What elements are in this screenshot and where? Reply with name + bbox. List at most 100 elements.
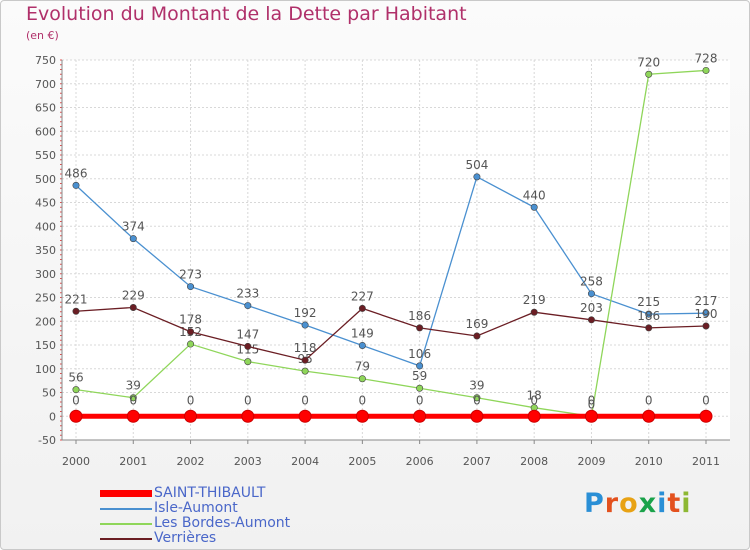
data-point — [358, 375, 366, 383]
legend-swatch — [100, 538, 152, 540]
data-point — [187, 283, 195, 291]
data-label: 258 — [580, 275, 603, 289]
data-label: 486 — [65, 166, 88, 180]
data-point — [416, 362, 424, 370]
data-point — [530, 203, 538, 211]
x-tick-label: 2003 — [234, 455, 262, 468]
data-point — [69, 409, 83, 423]
x-tick-label: 2006 — [406, 455, 434, 468]
legend-label: Verrières — [154, 530, 217, 546]
data-label: 217 — [695, 294, 718, 308]
legend-swatch — [100, 490, 152, 497]
data-label: 0 — [301, 393, 309, 407]
data-point — [301, 321, 309, 329]
data-point — [702, 309, 710, 317]
data-point — [126, 409, 140, 423]
data-label: 0 — [702, 393, 710, 407]
data-point — [184, 409, 198, 423]
data-label: 720 — [637, 55, 660, 69]
legend-label: SAINT-THIBAULT — [154, 485, 266, 501]
data-label: 186 — [637, 309, 660, 323]
y-tick-label: 150 — [35, 339, 56, 352]
data-label: 219 — [523, 293, 546, 307]
x-tick-label: 2011 — [692, 455, 720, 468]
data-label: 0 — [645, 393, 653, 407]
y-tick-label: 100 — [35, 363, 56, 376]
logo-letter: r — [604, 488, 620, 519]
legend-label: Les Bordes-Aumont — [154, 515, 291, 531]
data-point — [645, 324, 653, 332]
series-line-les-bordes-aumont — [75, 69, 707, 417]
data-point — [587, 290, 595, 298]
data-label: 147 — [236, 327, 259, 341]
y-tick-label: 700 — [35, 78, 56, 91]
data-label: 59 — [412, 369, 427, 383]
data-point — [470, 409, 484, 423]
data-label: 0 — [359, 393, 367, 407]
data-point — [187, 328, 195, 336]
series-line-isle-aumont — [75, 175, 707, 367]
data-label: 56 — [68, 371, 83, 385]
data-point — [416, 384, 424, 392]
data-label: 203 — [580, 301, 603, 315]
chart-title: Evolution du Montant de la Dette par Hab… — [26, 3, 467, 25]
data-label: 215 — [637, 295, 660, 309]
data-point — [527, 409, 541, 423]
data-point — [584, 409, 598, 423]
x-tick-label: 2000 — [62, 455, 90, 468]
data-point — [358, 304, 366, 312]
data-point — [416, 324, 424, 332]
y-tick-label: 750 — [35, 54, 56, 67]
data-point — [129, 235, 137, 243]
data-point — [241, 409, 255, 423]
data-point — [642, 409, 656, 423]
data-point — [187, 340, 195, 348]
logo-letter: i — [657, 488, 668, 519]
data-label: 79 — [355, 360, 370, 374]
data-label: 0 — [129, 393, 137, 407]
logo-letter: t — [667, 488, 682, 519]
data-point — [645, 70, 653, 78]
proxiti-logo: Proxiti — [584, 488, 692, 519]
data-label: 374 — [122, 220, 145, 234]
data-label: 229 — [122, 288, 145, 302]
y-tick-label: 500 — [35, 173, 56, 186]
logo-letter: P — [584, 488, 605, 519]
data-label: 106 — [408, 347, 431, 361]
data-label: 39 — [126, 379, 141, 393]
data-label: 440 — [523, 188, 546, 202]
data-label: 504 — [465, 158, 488, 172]
data-point — [301, 356, 309, 364]
data-label: 0 — [416, 393, 424, 407]
data-label: 233 — [236, 287, 259, 301]
x-tick-label: 2009 — [577, 455, 605, 468]
data-label: 39 — [469, 379, 484, 393]
data-label: 18 — [527, 389, 542, 403]
data-label: 192 — [294, 306, 317, 320]
data-label: 227 — [351, 289, 374, 303]
data-label: 0 — [244, 393, 252, 407]
data-point — [413, 409, 427, 423]
data-point — [298, 409, 312, 423]
y-tick-label: 350 — [35, 244, 56, 257]
data-point — [129, 394, 137, 402]
data-point — [530, 308, 538, 316]
data-point — [355, 409, 369, 423]
y-tick-label: 300 — [35, 268, 56, 281]
data-label: 169 — [465, 317, 488, 331]
data-point — [358, 341, 366, 349]
x-tick-label: 2005 — [348, 455, 376, 468]
data-point — [244, 358, 252, 366]
logo-letter: o — [619, 488, 639, 519]
data-point — [699, 409, 713, 423]
data-label: 0 — [588, 393, 596, 407]
data-point — [72, 181, 80, 189]
data-label: 149 — [351, 326, 374, 340]
legend-swatch — [100, 508, 152, 510]
data-label: 0 — [530, 393, 538, 407]
data-label: 0 — [72, 393, 80, 407]
data-point — [702, 66, 710, 74]
data-point — [72, 307, 80, 315]
x-tick-label: 2002 — [177, 455, 205, 468]
